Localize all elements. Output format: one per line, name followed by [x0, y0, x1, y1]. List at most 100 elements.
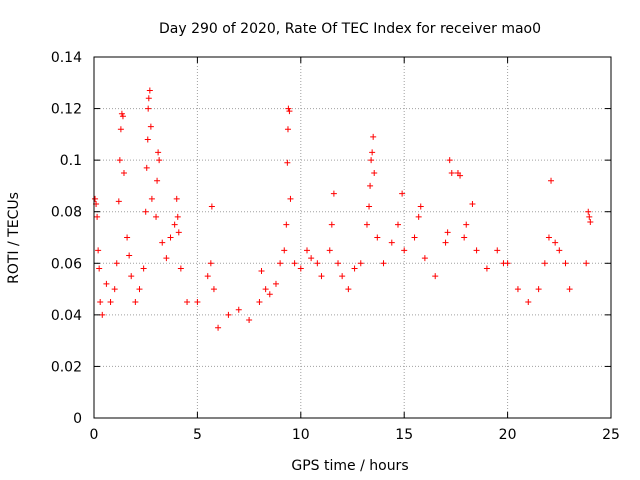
- data-point: [99, 311, 106, 318]
- data-point: [272, 280, 279, 287]
- data-point: [369, 149, 376, 156]
- data-point: [399, 190, 406, 197]
- data-point: [504, 260, 511, 267]
- data-point: [210, 286, 217, 293]
- data-point: [163, 255, 170, 262]
- data-points: [92, 87, 594, 331]
- data-point: [552, 239, 559, 246]
- data-point: [175, 229, 182, 236]
- data-point: [167, 234, 174, 241]
- data-point: [184, 298, 191, 305]
- data-point: [281, 247, 288, 254]
- data-point: [256, 298, 263, 305]
- y-tick-label: 0.08: [51, 205, 82, 221]
- data-point: [541, 260, 548, 267]
- data-point: [107, 298, 114, 305]
- data-point: [174, 213, 181, 220]
- x-tick-label: 25: [602, 427, 620, 443]
- x-tick-label: 15: [395, 427, 413, 443]
- grid: [94, 57, 611, 418]
- data-point: [585, 208, 592, 215]
- data-point: [421, 255, 428, 262]
- data-point: [119, 113, 126, 120]
- data-point: [284, 126, 291, 133]
- data-point: [277, 260, 284, 267]
- data-point: [96, 265, 103, 272]
- x-tick-label: 0: [90, 427, 99, 443]
- data-point: [95, 247, 102, 254]
- data-point: [473, 247, 480, 254]
- data-point: [285, 105, 292, 112]
- data-point: [266, 291, 273, 298]
- data-point: [126, 252, 133, 259]
- data-point: [118, 110, 125, 117]
- data-point: [357, 260, 364, 267]
- data-point: [128, 273, 135, 280]
- data-point: [173, 195, 180, 202]
- data-point: [566, 286, 573, 293]
- data-point: [366, 203, 373, 210]
- x-axis-label: GPS time / hours: [291, 458, 408, 474]
- data-point: [136, 286, 143, 293]
- data-point: [401, 247, 408, 254]
- data-point: [145, 105, 152, 112]
- data-point: [432, 273, 439, 280]
- data-point: [446, 157, 453, 164]
- data-point: [417, 203, 424, 210]
- data-point: [326, 247, 333, 254]
- data-point: [142, 208, 149, 215]
- data-point: [494, 247, 501, 254]
- data-point: [284, 159, 291, 166]
- data-point: [514, 286, 521, 293]
- data-point: [394, 221, 401, 228]
- data-point: [562, 260, 569, 267]
- data-point: [103, 280, 110, 287]
- data-point: [117, 126, 124, 133]
- data-point: [204, 273, 211, 280]
- data-point: [345, 286, 352, 293]
- data-point: [330, 190, 337, 197]
- data-point: [153, 213, 160, 220]
- data-point: [155, 149, 162, 156]
- data-point: [147, 123, 154, 130]
- data-point: [258, 268, 265, 275]
- data-point: [457, 172, 464, 179]
- data-point: [304, 247, 311, 254]
- y-tick-label: 0.12: [51, 102, 82, 118]
- data-point: [363, 221, 370, 228]
- data-point: [148, 195, 155, 202]
- data-point: [583, 260, 590, 267]
- data-point: [442, 239, 449, 246]
- data-point: [225, 311, 232, 318]
- data-point: [97, 298, 104, 305]
- axis-ticks: 0 5 10 15 20 25 0 0.02 0.04 0.06 0.08 0.1 0.12 0.14: [51, 50, 620, 443]
- data-point: [215, 324, 222, 331]
- data-point: [380, 260, 387, 267]
- data-point: [545, 234, 552, 241]
- data-point: [335, 260, 342, 267]
- data-point: [124, 234, 131, 241]
- data-point: [448, 170, 455, 177]
- x-tick-label: 5: [193, 427, 202, 443]
- data-point: [328, 221, 335, 228]
- x-tick-label: 20: [499, 427, 517, 443]
- y-tick-label: 0.02: [51, 359, 82, 375]
- data-point: [115, 198, 122, 205]
- data-point: [463, 221, 470, 228]
- data-point: [388, 239, 395, 246]
- data-point: [262, 286, 269, 293]
- data-point: [351, 265, 358, 272]
- data-point: [120, 170, 127, 177]
- data-point: [177, 265, 184, 272]
- data-point: [94, 213, 101, 220]
- data-point: [367, 182, 374, 189]
- data-point: [146, 87, 153, 94]
- data-point: [444, 229, 451, 236]
- x-tick-label: 10: [292, 427, 310, 443]
- data-point: [145, 95, 152, 102]
- plot-frame: [93, 56, 612, 419]
- data-point: [132, 298, 139, 305]
- y-tick-label: 0.1: [60, 153, 82, 169]
- data-point: [308, 255, 315, 262]
